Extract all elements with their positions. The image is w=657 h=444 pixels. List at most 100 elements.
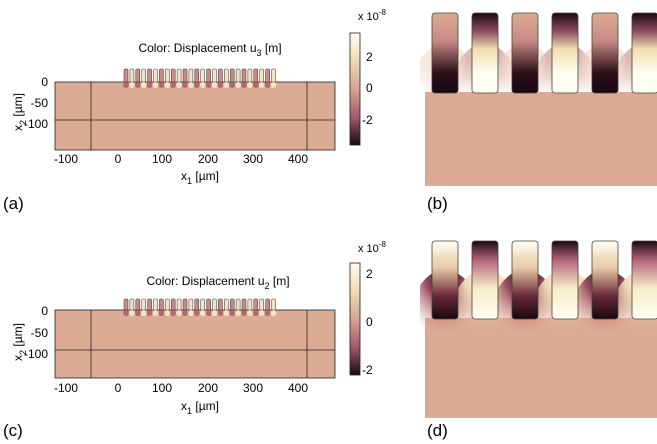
pillar (247, 68, 253, 83)
field-spot (134, 82, 141, 88)
y-axis: 0 -50 -100 x2 [µm] (11, 304, 48, 361)
x-tick: 300 (243, 152, 263, 166)
y-tick: -50 (31, 326, 49, 340)
field-spot (252, 82, 259, 88)
pillar (123, 68, 129, 83)
field-spot (193, 310, 200, 316)
y-tick: 0 (41, 304, 48, 318)
y-axis: 0 -50 -100 x2 [µm] (11, 75, 48, 131)
field-spot (205, 310, 212, 316)
pillar (200, 298, 205, 311)
x-tick: 200 (198, 381, 218, 395)
field-spot (241, 82, 247, 88)
pillar (159, 298, 164, 311)
panel-label: (d) (427, 421, 448, 440)
pillar (141, 68, 146, 83)
panel-d: (d) (411, 222, 657, 444)
field-spot (140, 310, 147, 316)
field-spot (152, 310, 159, 316)
pillar (170, 298, 176, 311)
pillar (259, 68, 264, 83)
pillar (212, 298, 217, 311)
field-spot (246, 82, 253, 88)
field-spot (164, 82, 171, 88)
pillar (224, 68, 229, 83)
pillar (224, 298, 229, 311)
pillar (471, 240, 499, 320)
y-tick: 0 (41, 75, 48, 89)
pillar (431, 12, 459, 94)
pillar (551, 12, 579, 94)
pillar (235, 68, 241, 83)
pillar (471, 12, 499, 94)
x-tick: 400 (288, 152, 308, 166)
pillar-array (123, 68, 277, 88)
pillar (253, 68, 259, 83)
field-spot (187, 82, 194, 88)
pillar (229, 68, 235, 83)
panel-c: Color: Displacement u2 [m] 0 -50 -100 x2… (0, 222, 400, 444)
colorbar-tick: -2 (362, 113, 373, 127)
field-spot (199, 310, 206, 316)
field-spot (211, 82, 218, 88)
field-spot (140, 82, 147, 88)
pillar (631, 12, 657, 94)
field-spot (123, 82, 129, 88)
field-spot (134, 310, 141, 316)
field-spot (235, 82, 242, 88)
panel-a-plot: Color: Displacement u3 [m] 0 -50 -100 x2… (11, 8, 386, 186)
field-spot (123, 310, 129, 316)
pillar (147, 298, 152, 311)
colorbar-tick: 0 (366, 315, 373, 329)
y-axis-label: x2 [µm] (11, 323, 28, 361)
field-spot (187, 310, 194, 316)
panel-a: Color: Displacement u3 [m] 0 -50 -100 x2… (0, 0, 400, 222)
pillar (159, 68, 164, 83)
field-spot (146, 310, 153, 316)
field-spot (193, 82, 200, 88)
pillar (129, 298, 135, 311)
panel-c-title: Color: Displacement u2 [m] (146, 274, 289, 291)
field-spot (128, 82, 135, 88)
panel-a-title: Color: Displacement u3 [m] (138, 41, 281, 58)
pillar (141, 298, 146, 311)
pillar (153, 68, 158, 83)
field-spot (252, 310, 259, 316)
field-spot (270, 82, 277, 88)
pillar (265, 68, 270, 83)
pillar (182, 68, 188, 83)
pillar (165, 298, 170, 311)
pillar (241, 298, 247, 311)
field-spot (158, 82, 165, 88)
pillar (431, 240, 459, 320)
field-spot (158, 310, 165, 316)
y-tick: -50 (31, 96, 49, 110)
pillar (188, 68, 194, 83)
field-spot (128, 310, 135, 316)
x-tick: -100 (54, 381, 78, 395)
field-spot (258, 310, 265, 316)
pillar (235, 298, 241, 311)
pillar (591, 12, 619, 94)
pillar (253, 298, 259, 311)
x-tick: 400 (288, 381, 308, 395)
pillar (511, 240, 539, 320)
pillar (194, 298, 200, 311)
x-axis: -100 0 100 200 300 400 x1 [µm] (54, 152, 308, 186)
pillar (176, 298, 182, 311)
colorbar: x 10-8 2 0 -2 (349, 8, 386, 146)
field-spot (152, 82, 159, 88)
pillar (218, 298, 223, 311)
field-spot (146, 82, 153, 88)
x-tick: 100 (152, 381, 172, 395)
field-spot (229, 310, 236, 316)
pillar (511, 12, 539, 94)
field-spot (235, 310, 242, 316)
y-tick: -100 (24, 117, 48, 131)
pillar (206, 298, 211, 311)
field-spot (176, 310, 183, 316)
colorbar: x 10-8 2 0 -2 (349, 240, 386, 377)
field-spot (164, 310, 171, 316)
x-axis-label: x1 [µm] (181, 169, 219, 186)
panel-label: (a) (3, 194, 24, 213)
